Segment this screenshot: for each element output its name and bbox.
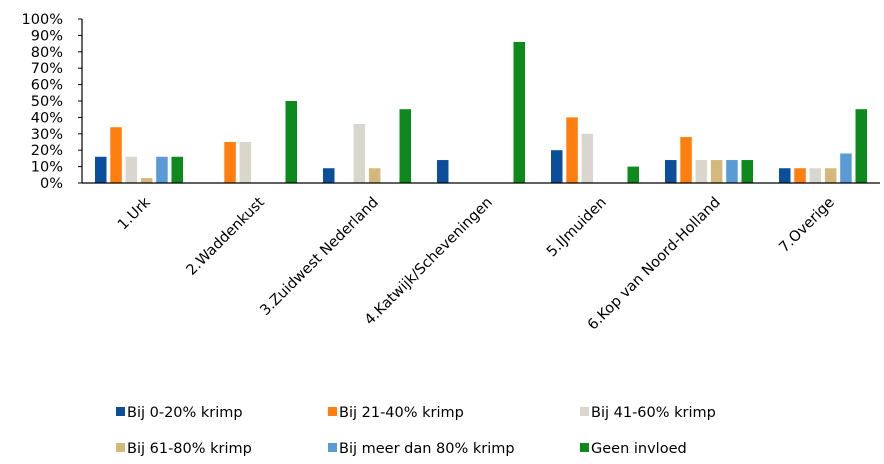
bar bbox=[809, 168, 822, 183]
bar bbox=[840, 153, 852, 183]
legend-swatch bbox=[580, 443, 589, 452]
bar bbox=[239, 142, 252, 183]
x-tick-label: 7.Overige bbox=[776, 194, 837, 255]
bar bbox=[224, 142, 236, 183]
bar bbox=[695, 160, 708, 183]
bar bbox=[741, 160, 753, 183]
bar bbox=[399, 109, 411, 183]
x-tick-label: 6.Kop van Noord-Holland bbox=[585, 195, 724, 334]
y-tick-label: 10% bbox=[31, 160, 63, 176]
legend-swatch bbox=[580, 407, 589, 416]
bar bbox=[95, 156, 107, 183]
bar bbox=[513, 41, 525, 184]
bar bbox=[627, 166, 639, 183]
x-tick-label: 2.Waddenkust bbox=[184, 194, 268, 278]
legend-swatch bbox=[328, 407, 337, 416]
y-tick-label: 0% bbox=[40, 176, 63, 192]
y-axis-ticks: 0%10%20%30%40%50%60%70%80%90%100% bbox=[22, 12, 82, 192]
y-tick-label: 60% bbox=[31, 78, 63, 94]
bar bbox=[156, 156, 168, 183]
legend-swatch bbox=[328, 443, 337, 452]
y-tick-label: 100% bbox=[22, 12, 63, 28]
bar bbox=[551, 150, 563, 183]
bar bbox=[110, 127, 122, 183]
x-tick-label: 3.Zuidwest Nederland bbox=[257, 195, 381, 319]
y-tick-label: 50% bbox=[31, 94, 63, 110]
bar bbox=[779, 168, 791, 183]
legend-label: Bij 0-20% krimp bbox=[127, 405, 243, 421]
bar bbox=[125, 156, 138, 183]
axes bbox=[81, 19, 880, 184]
bar bbox=[437, 160, 449, 183]
bar bbox=[665, 160, 677, 183]
bar bbox=[368, 168, 381, 183]
bar bbox=[171, 156, 183, 183]
bar bbox=[140, 178, 153, 183]
y-tick-label: 20% bbox=[31, 143, 63, 159]
legend-label: Geen invloed bbox=[591, 441, 687, 457]
bar bbox=[855, 109, 867, 183]
y-tick-label: 80% bbox=[31, 45, 63, 61]
bar bbox=[566, 117, 578, 183]
y-tick-label: 70% bbox=[31, 61, 63, 77]
legend-swatch bbox=[116, 407, 125, 416]
x-tick-label: 4.Katwijk/Scheveningen bbox=[362, 195, 496, 329]
x-tick-label: 1.Urk bbox=[115, 194, 154, 233]
y-tick-label: 40% bbox=[31, 110, 63, 126]
legend-label: Bij 21-40% krimp bbox=[339, 405, 464, 421]
bars bbox=[95, 41, 867, 184]
bar bbox=[710, 160, 723, 183]
bar bbox=[581, 133, 594, 183]
bar bbox=[285, 101, 297, 183]
legend-label: Bij 61-80% krimp bbox=[127, 441, 252, 457]
legend-label: Bij 41-60% krimp bbox=[591, 405, 716, 421]
bar bbox=[323, 168, 335, 183]
bar bbox=[824, 168, 837, 183]
bar bbox=[726, 160, 738, 183]
bar bbox=[794, 168, 806, 183]
legend-label: Bij meer dan 80% krimp bbox=[339, 441, 515, 457]
y-tick-label: 30% bbox=[31, 127, 63, 143]
x-tick-label: 5.IJmuiden bbox=[544, 195, 610, 261]
bar bbox=[680, 137, 692, 183]
y-tick-label: 90% bbox=[31, 28, 63, 44]
bar bbox=[353, 123, 366, 183]
legend-swatch bbox=[116, 443, 125, 452]
legend: Bij 0-20% krimp Bij 21-40% krimp Bij 41-60… bbox=[116, 405, 716, 457]
